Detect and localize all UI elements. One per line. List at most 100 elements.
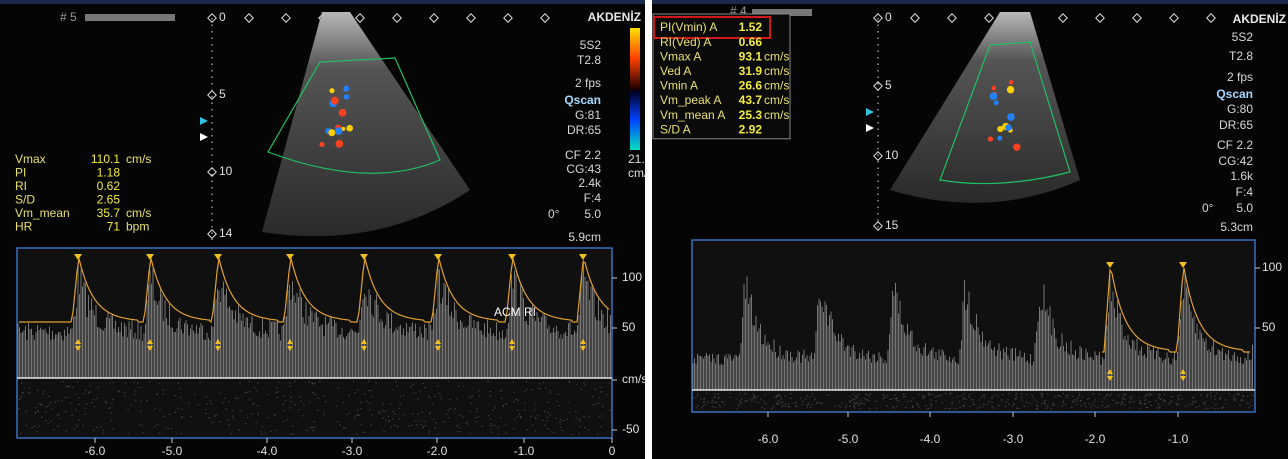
setting: 2 fps: [1227, 70, 1253, 84]
top-bar: [652, 0, 1288, 4]
setting: F:4: [584, 191, 602, 205]
measurement-value: 1.18: [97, 166, 121, 180]
measurement-label: Vmax: [15, 152, 46, 166]
color-flow: [328, 129, 335, 136]
setting: Qscan: [1216, 87, 1253, 101]
measurement-unit: cm/s: [126, 206, 151, 220]
depth-label: 10: [885, 148, 899, 162]
frame-bar: [85, 14, 175, 21]
velocity-label: 100: [622, 270, 642, 284]
setting: 2.4k: [578, 176, 602, 190]
time-label: -1.0: [1168, 432, 1189, 446]
setting: 1.6k: [1230, 169, 1254, 183]
measurement-value: 93.1: [739, 49, 763, 63]
depth-label: 0: [885, 10, 892, 24]
measurement-unit: cm/s: [764, 108, 789, 122]
setting: G:81: [575, 108, 601, 122]
color-flow: [329, 88, 334, 93]
color-flow: [997, 136, 1002, 141]
setting: 5.3cm: [1220, 220, 1253, 234]
setting: 0°: [1202, 201, 1214, 215]
measurement-label: RI(Ved) A: [660, 35, 711, 49]
measurement-label: S/D: [15, 193, 35, 207]
setting: CG:43: [566, 162, 601, 176]
measurement-value: 25.3: [739, 108, 763, 122]
color-flow: [344, 94, 349, 99]
measurement-value: 0.62: [97, 179, 121, 193]
color-scale-label: 21.: [628, 152, 645, 166]
depth-label: 5: [885, 78, 892, 92]
brand: AKDENİZ: [1233, 11, 1286, 26]
measurement-value: 0.66: [739, 35, 763, 49]
color-flow: [1009, 80, 1013, 84]
time-label: 0: [609, 444, 616, 458]
setting: 0°: [548, 207, 560, 221]
depth-label: 5: [219, 87, 226, 101]
color-flow: [988, 136, 993, 141]
color-flow: [336, 140, 344, 148]
measurement-label: Vm_peak A: [660, 93, 721, 107]
time-label: -6.0: [85, 444, 106, 458]
setting: F:4: [1236, 185, 1254, 199]
measurement-label: Vm_mean: [15, 206, 70, 220]
color-flow: [991, 86, 996, 91]
setting: CF 2.2: [565, 148, 601, 162]
measurement-value: 110.1: [91, 152, 120, 166]
time-label: -2.0: [1085, 432, 1106, 446]
measurement-label: RI: [15, 179, 27, 193]
color-flow: [331, 97, 339, 105]
setting: 5.9cm: [568, 230, 601, 244]
measurement-label: HR: [15, 220, 33, 234]
depth-label: 15: [885, 218, 899, 232]
measurement-label: PI(Vmin) A: [660, 20, 717, 34]
measurement-unit: cm/s: [126, 152, 151, 166]
measurement-value: 2.65: [97, 193, 121, 207]
setting: DR:65: [567, 123, 601, 137]
color-flow: [1007, 86, 1015, 94]
measurement-label: PI: [15, 166, 26, 180]
setting: 5S2: [580, 38, 602, 52]
time-label: -5.0: [162, 444, 183, 458]
color-bar: [630, 28, 640, 150]
measurement-value: 1.52: [739, 20, 763, 34]
color-flow: [990, 93, 998, 101]
time-label: -6.0: [758, 432, 779, 446]
color-scale-label: cm/: [628, 166, 648, 180]
measurement-label: S/D A: [660, 122, 691, 136]
time-label: -3.0: [1003, 432, 1024, 446]
frame-number: # 5: [60, 10, 77, 24]
measurement-unit: cm/s: [764, 79, 789, 93]
measurement-unit: cm/s: [764, 49, 789, 63]
top-bar: [0, 0, 645, 4]
depth-label: 10: [219, 164, 233, 178]
measurement-unit: bpm: [126, 220, 149, 234]
measurement-unit: cm/s: [764, 64, 789, 78]
setting: 2 fps: [575, 76, 601, 90]
setting: 5.0: [584, 207, 601, 221]
measurement-value: 71: [107, 220, 121, 234]
setting: CF 2.2: [1217, 138, 1253, 152]
setting: T2.8: [577, 53, 601, 67]
separator: [645, 0, 652, 459]
setting: CG:42: [1218, 154, 1253, 168]
measurement-value: 26.6: [739, 79, 763, 93]
setting: 5.0: [1236, 201, 1253, 215]
time-label: -3.0: [342, 444, 363, 458]
color-flow: [343, 86, 349, 92]
annotation: ACM RI: [494, 305, 536, 319]
color-flow: [319, 142, 324, 147]
time-label: -4.0: [920, 432, 941, 446]
color-flow: [1007, 113, 1015, 121]
color-flow: [346, 125, 353, 132]
setting: 5S2: [1232, 30, 1254, 44]
time-label: -1.0: [514, 444, 535, 458]
measurement-value: 35.7: [97, 206, 121, 220]
measurement-value: 43.7: [739, 93, 763, 107]
depth-label: 0: [219, 10, 226, 24]
velocity-label: cm/s: [622, 372, 647, 386]
setting: T2.8: [1229, 49, 1253, 63]
measurement-value: 2.92: [739, 122, 763, 136]
velocity-label: 100: [1262, 260, 1282, 274]
velocity-label: -50: [622, 422, 640, 436]
measurement-value: 31.9: [739, 64, 763, 78]
